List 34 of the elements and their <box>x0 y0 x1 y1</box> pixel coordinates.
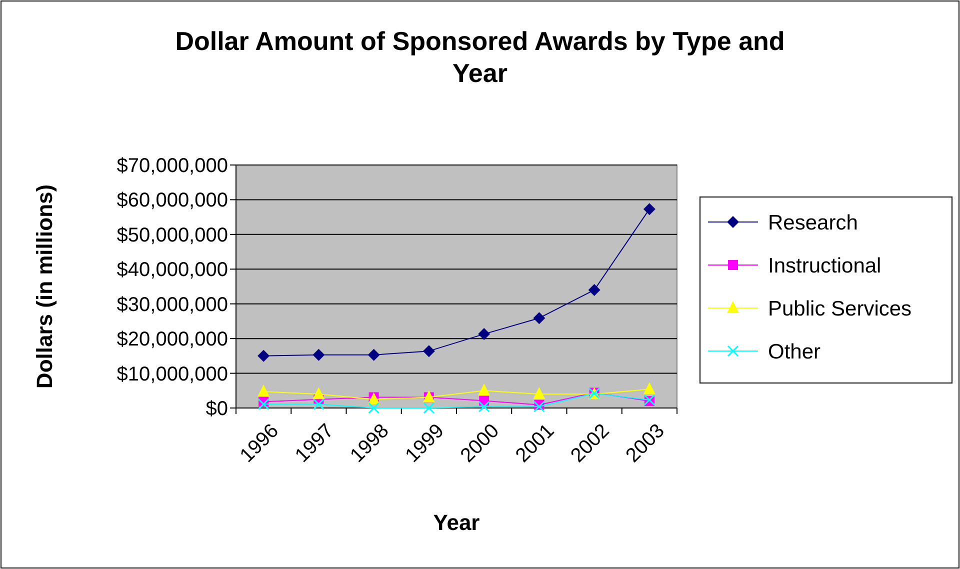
legend-label: Public Services <box>768 297 912 320</box>
point <box>533 387 546 400</box>
y-tick-label: $50,000,000 <box>116 224 228 246</box>
y-tick-label: $10,000,000 <box>116 363 228 386</box>
point <box>643 382 656 394</box>
legend-label: Research <box>768 211 858 234</box>
point <box>478 400 490 412</box>
point <box>258 398 270 410</box>
y-tick-label: $60,000,000 <box>116 190 228 212</box>
point <box>312 348 325 361</box>
point <box>643 203 656 216</box>
point <box>422 345 435 358</box>
y-tick-label: $20,000,000 <box>116 328 228 351</box>
x-axis-title: Year <box>433 510 480 535</box>
y-tick-label: $30,000,000 <box>116 294 228 316</box>
legend-label: Instructional <box>768 254 882 278</box>
point <box>258 384 270 397</box>
point <box>258 350 270 362</box>
point <box>312 398 324 410</box>
point <box>478 384 490 396</box>
y-tick-label: $40,000,000 <box>116 259 228 282</box>
y-tick-label: $0 <box>206 398 228 420</box>
point <box>368 402 380 414</box>
chart-title: Dollar Amount of Sponsored Awards by Type and Year <box>175 26 785 88</box>
point <box>588 284 600 296</box>
y-tick-label: $70,000,000 <box>116 155 228 177</box>
legend-label: Other <box>768 340 821 364</box>
point <box>368 348 380 361</box>
point <box>533 400 545 412</box>
point <box>478 328 490 340</box>
point <box>423 402 435 414</box>
point <box>312 387 325 400</box>
point <box>533 312 546 324</box>
y-axis-title: Dollars (in millions) <box>32 184 57 389</box>
